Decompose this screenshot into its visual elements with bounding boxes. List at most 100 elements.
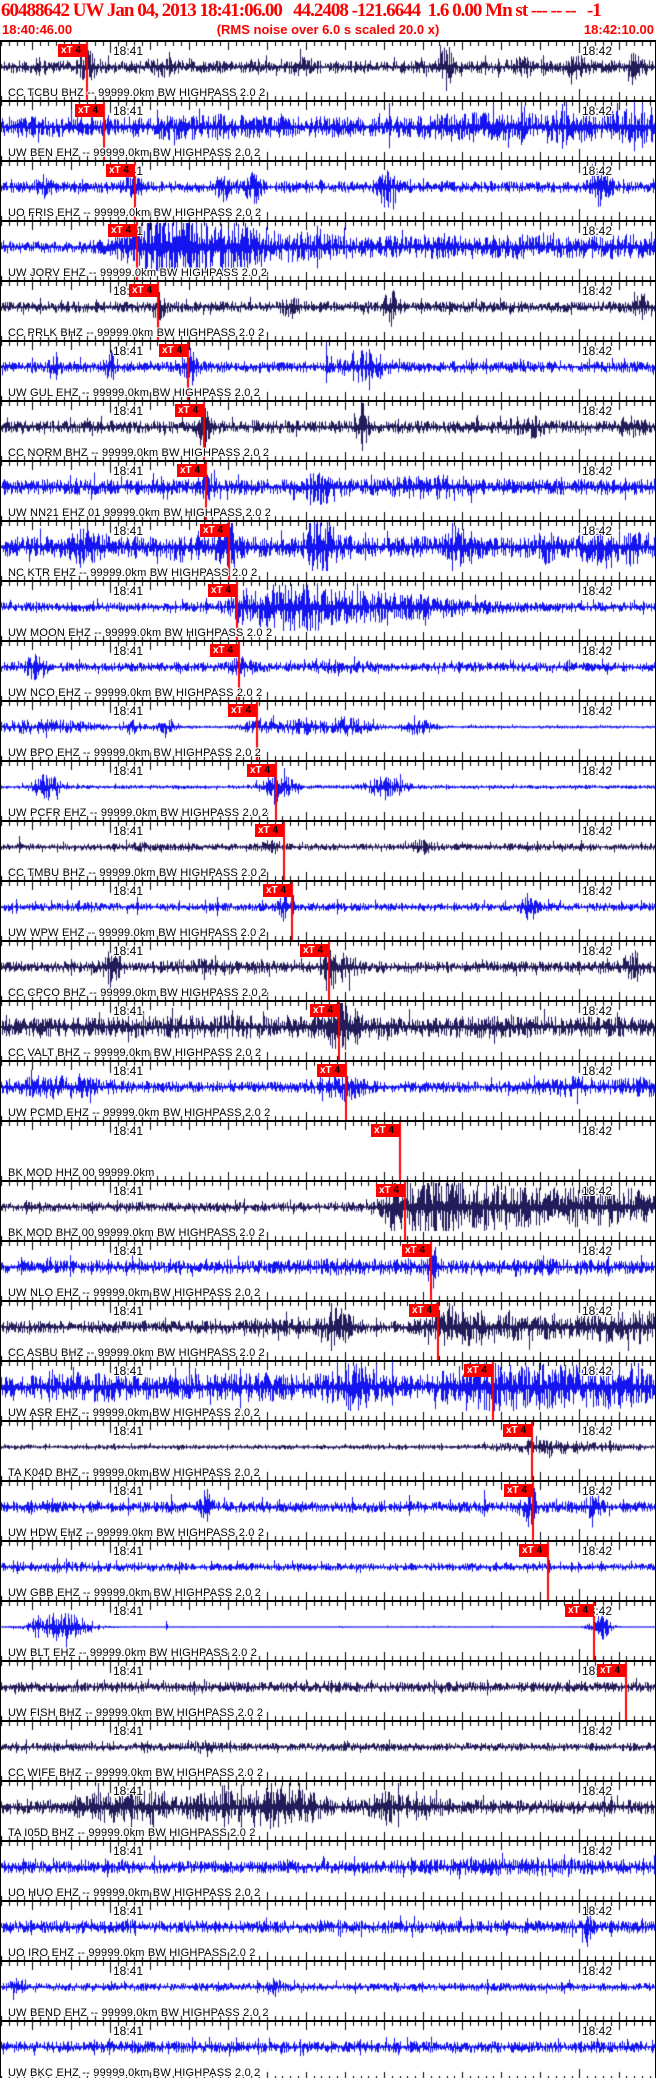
waveform-canvas[interactable] [1, 282, 655, 340]
minute-label-1841: 18:41 [113, 1124, 144, 1138]
pick-flag[interactable]: xT 4 [255, 824, 284, 837]
pick-phase-label: xT [266, 885, 278, 896]
pick-flag[interactable]: xT 4 [310, 1004, 339, 1017]
waveform-canvas[interactable] [1, 2022, 655, 2078]
trace-row[interactable]: 18:41 18:42 xT 4 UW FISH BHZ -- 99999.0k… [1, 1660, 655, 1720]
trace-row[interactable]: 18:41 18:42 xT 4 UW ASR EHZ -- 99999.0km… [1, 1360, 655, 1420]
trace-row[interactable]: 18:41 18:42 xT 4 BK MOD HHZ 00 99999.0km [1, 1120, 655, 1180]
pick-flag[interactable]: xT 4 [376, 1184, 405, 1197]
waveform-canvas[interactable] [1, 1722, 655, 1780]
trace-row[interactable]: 18:41 18:42 xT 4 UW WPW EHZ -- 99999.0km… [1, 880, 655, 940]
waveform-canvas[interactable] [1, 1962, 655, 2020]
trace-row[interactable]: 18:41 18:42 xT 4 CC TMBU BHZ -- 99999.0k… [1, 820, 655, 880]
trace-row[interactable]: 18:41 18:42 xT 4 UW GUL EHZ -- 99999.0km… [1, 340, 655, 400]
waveform-canvas[interactable] [1, 102, 655, 160]
pick-flag[interactable]: xT 4 [371, 1124, 400, 1137]
trace-row[interactable]: 18:41 18:42 xT 4 UW PCMD EHZ -- 99999.0k… [1, 1060, 655, 1120]
pick-flag[interactable]: xT 4 [208, 584, 237, 597]
pick-flag[interactable]: xT 4 [175, 404, 204, 417]
station-label: CC PRLK BHZ -- 99999.0km BW HIGHPASS 2.0… [8, 327, 265, 339]
waveform-canvas[interactable] [1, 462, 655, 520]
waveform-canvas[interactable] [1, 402, 655, 460]
waveform-canvas[interactable] [1, 1362, 655, 1420]
pick-flag[interactable]: xT 4 [108, 224, 137, 237]
pick-flag[interactable]: xT 4 [58, 44, 87, 57]
minute-label-1842: 18:42 [582, 1124, 613, 1138]
pick-flag[interactable]: xT 4 [210, 644, 239, 657]
trace-row[interactable]: 18:41 18:42 CC WIFE BHZ -- 99999.0km BW … [1, 1720, 655, 1780]
waveform-canvas[interactable] [1, 1902, 655, 1960]
trace-row[interactable]: 18:41 18:42 xT 4 UW BPO EHZ -- 99999.0km… [1, 700, 655, 760]
pick-flag[interactable]: xT 4 [519, 1544, 548, 1557]
waveform-canvas[interactable] [1, 1782, 655, 1840]
pick-flag[interactable]: xT 4 [409, 1304, 438, 1317]
trace-row[interactable]: 18:41 18:42 xT 4 CC NORM BHZ -- 99999.0k… [1, 400, 655, 460]
pick-flag[interactable]: xT 4 [75, 104, 104, 117]
pick-quality-label: 4 [225, 585, 232, 596]
minute-label-1842: 18:42 [582, 824, 613, 838]
pick-flag[interactable]: xT 4 [565, 1604, 594, 1617]
pick-flag[interactable]: xT 4 [129, 284, 158, 297]
trace-row[interactable]: 18:41 18:42 xT 4 CC VALT BHZ -- 99999.0k… [1, 1000, 655, 1060]
pick-flag[interactable]: xT 4 [300, 944, 329, 957]
pick-flag[interactable]: xT 4 [317, 1064, 346, 1077]
waveform-canvas[interactable] [1, 1842, 655, 1900]
trace-row[interactable]: 18:41 18:42 xT 4 BK MOD BHZ 00 99999.0km… [1, 1180, 655, 1240]
trace-row[interactable]: 18:41 18:42 xT 4 CC TCBU BHZ -- 99999.0k… [1, 40, 655, 100]
trace-row[interactable]: 18:41 18:42 xT 4 UW BLT EHZ -- 99999.0km… [1, 1600, 655, 1660]
trace-row[interactable]: 18:41 18:42 UW BKC EHZ -- 99999.0km BW H… [1, 2020, 655, 2078]
trace-row[interactable]: 18:41 18:42 xT 4 UW NCO EHZ -- 99999.0km… [1, 640, 655, 700]
trace-row[interactable]: 18:41 18:42 xT 4 UW GBB EHZ -- 99999.0km… [1, 1540, 655, 1600]
pick-flag[interactable]: xT 4 [504, 1484, 533, 1497]
waveform-canvas[interactable] [1, 1242, 655, 1300]
trace-row[interactable]: 18:41 18:42 xT 4 UW JORV EHZ -- 99999.0k… [1, 220, 655, 280]
pick-flag[interactable]: xT 4 [228, 704, 257, 717]
waveform-canvas[interactable] [1, 1662, 655, 1720]
trace-row[interactable]: 18:41 18:42 xT 4 UO FRIS EHZ -- 99999.0k… [1, 160, 655, 220]
waveform-canvas[interactable] [1, 702, 655, 760]
pick-phase-label: xT [231, 705, 243, 716]
trace-row[interactable]: 18:41 18:42 UO IRO EHZ -- 99999.0km BW H… [1, 1900, 655, 1960]
station-label: UW FISH BHZ -- 99999.0km BW HIGHPASS 2.0… [8, 1707, 264, 1719]
pick-flag[interactable]: xT 4 [159, 344, 188, 357]
waveform-canvas[interactable] [1, 762, 655, 820]
pick-flag[interactable]: xT 4 [263, 884, 292, 897]
trace-row[interactable]: 18:41 18:42 xT 4 NC KTR EHZ -- 99999.0km… [1, 520, 655, 580]
pick-quality-label: 4 [192, 405, 199, 416]
waveform-canvas[interactable] [1, 342, 655, 400]
waveform-canvas[interactable] [1, 582, 655, 640]
trace-row[interactable]: 18:41 18:42 xT 4 CC CPCO BHZ -- 99999.0k… [1, 940, 655, 1000]
pick-flag[interactable]: xT 4 [503, 1424, 532, 1437]
pick-flag[interactable]: xT 4 [402, 1244, 431, 1257]
trace-row[interactable]: 18:41 18:42 xT 4 UW MOON EHZ -- 99999.0k… [1, 580, 655, 640]
trace-row[interactable]: 18:41 18:42 xT 4 UW BEN EHZ -- 99999.0km… [1, 100, 655, 160]
trace-row[interactable]: 18:41 18:42 xT 4 UW NN21 EHZ 01 99999.0k… [1, 460, 655, 520]
pick-flag[interactable]: xT 4 [247, 764, 276, 777]
trace-row[interactable]: 18:41 18:42 xT 4 CC ASBU BHZ -- 99999.0k… [1, 1300, 655, 1360]
waveform-canvas[interactable] [1, 642, 655, 700]
waveform-canvas[interactable] [1, 1602, 655, 1660]
waveform-canvas[interactable] [1, 522, 655, 580]
waveform-canvas[interactable] [1, 1122, 655, 1180]
pick-flag[interactable]: xT 4 [464, 1364, 493, 1377]
waveform-canvas[interactable] [1, 1482, 655, 1540]
pick-flag[interactable]: xT 4 [597, 1664, 626, 1677]
trace-row[interactable]: 18:41 18:42 UW BEND EHZ -- 99999.0km BW … [1, 1960, 655, 2020]
waveform-canvas[interactable] [1, 42, 655, 100]
trace-row[interactable]: 18:41 18:42 UO HUO EHZ -- 99999.0km BW H… [1, 1840, 655, 1900]
waveform-canvas[interactable] [1, 1422, 655, 1480]
trace-row[interactable]: 18:41 18:42 xT 4 TA K04D BHZ -- 99999.0k… [1, 1420, 655, 1480]
trace-row[interactable]: 18:41 18:42 xT 4 UW PCFR EHZ -- 99999.0k… [1, 760, 655, 820]
station-label: CC VALT BHZ -- 99999.0km BW HIGHPASS 2.0… [8, 1047, 262, 1059]
pick-flag[interactable]: xT 4 [177, 464, 206, 477]
trace-row[interactable]: 18:41 18:42 xT 4 UW NLO EHZ -- 99999.0km… [1, 1240, 655, 1300]
trace-row[interactable]: 18:41 18:42 xT 4 CC PRLK BHZ -- 99999.0k… [1, 280, 655, 340]
trace-row[interactable]: 18:41 18:42 TA I05D BHZ -- 99999.0km BW … [1, 1780, 655, 1840]
waveform-canvas[interactable] [1, 822, 655, 880]
waveform-canvas[interactable] [1, 1302, 655, 1360]
waveform-canvas[interactable] [1, 1182, 655, 1240]
trace-row[interactable]: 18:41 18:42 xT 4 UW HDW EHZ -- 99999.0km… [1, 1480, 655, 1540]
pick-flag[interactable]: xT 4 [200, 524, 229, 537]
pick-flag[interactable]: xT 4 [106, 164, 135, 177]
waveform-canvas[interactable] [1, 882, 655, 940]
